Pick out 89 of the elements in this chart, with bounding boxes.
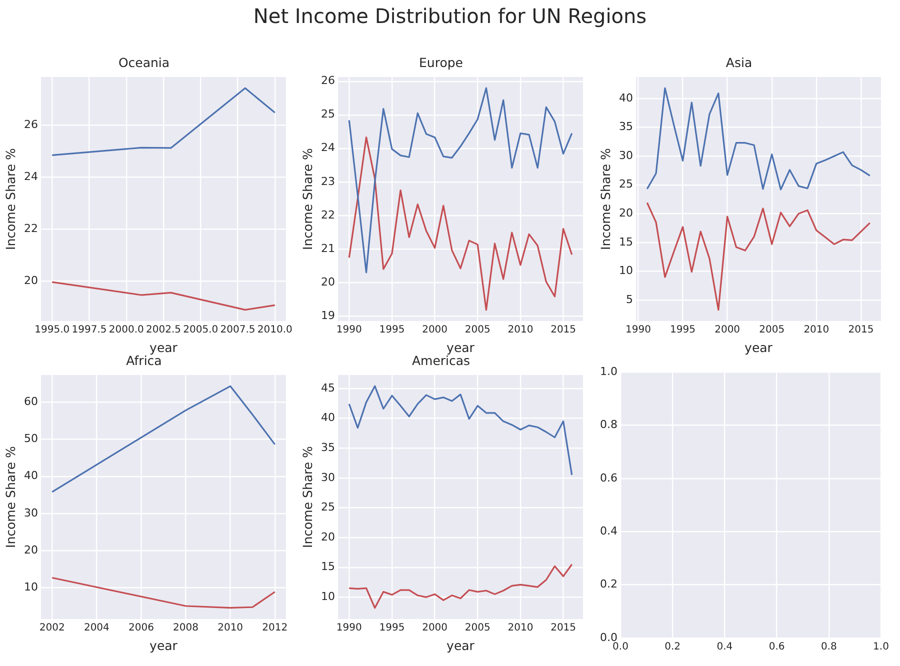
x-tick-label: 2010 [508, 324, 534, 336]
y-tick-label: 30 [320, 470, 335, 484]
x-tick-label: 2010 [804, 324, 830, 336]
y-tick-label: 20 [24, 274, 38, 288]
x-tick-label: 2015 [550, 324, 576, 336]
x-tick-label: 1995 [379, 324, 405, 336]
x-tick-label: 2002 [39, 622, 65, 634]
y-tick-label: 40 [618, 91, 633, 104]
y-axis-title: Income Share % [598, 148, 613, 250]
x-axis-title: year [744, 340, 774, 355]
x-tick-label: 2000 [422, 622, 448, 634]
y-tick-label: 50 [24, 432, 38, 446]
y-tick-label: 5 [626, 292, 633, 306]
x-tick-label: 0.2 [664, 642, 681, 653]
x-tick-label: 1990 [626, 324, 651, 336]
y-tick-label: 0.2 [600, 578, 618, 591]
y-axis-title: Income Share % [2, 446, 18, 548]
y-tick-label: 40 [320, 411, 335, 424]
x-tick-label: 2010.0 [257, 324, 292, 336]
y-tick-label: 22 [320, 208, 335, 222]
y-tick-label: 15 [618, 235, 633, 248]
x-tick-label: 2000.0 [108, 324, 144, 336]
y-tick-label: 19 [320, 308, 335, 322]
x-tick-label: 2000 [422, 324, 448, 336]
x-tick-label: 2015 [848, 324, 874, 336]
y-tick-label: 20 [24, 544, 38, 557]
y-tick-label: 10 [24, 580, 38, 594]
y-tick-label: 22 [24, 222, 38, 236]
chart-title: Oceania [118, 54, 170, 70]
y-tick-label: 30 [618, 148, 633, 162]
y-tick-label: 21 [320, 242, 335, 255]
y-tick-label: 23 [320, 174, 335, 188]
y-tick-label: 20 [320, 275, 335, 288]
y-tick-label: 35 [320, 440, 335, 454]
y-tick-label: 20 [320, 530, 335, 544]
x-tick-label: 0.6 [768, 642, 785, 653]
y-tick-label: 25 [320, 500, 335, 514]
y-tick-label: 25 [618, 178, 633, 191]
x-tick-label: 2005 [464, 622, 490, 634]
x-tick-label: 2005 [464, 324, 490, 336]
x-tick-label: 2015 [550, 622, 576, 634]
y-tick-label: 15 [320, 560, 335, 574]
x-tick-label: 2005.0 [183, 324, 218, 336]
y-tick-label: 60 [24, 394, 38, 408]
y-tick-label: 25 [320, 108, 335, 121]
x-tick-label: 1990 [336, 324, 362, 336]
x-tick-label: 1.0 [873, 642, 889, 653]
x-axis-title: year [150, 638, 178, 653]
x-axis-title: year [446, 340, 476, 355]
y-tick-label: 10 [320, 590, 335, 604]
y-tick-label: 40 [24, 469, 38, 482]
x-tick-label: 2004 [84, 622, 110, 634]
y-tick-label: 26 [24, 118, 38, 132]
y-tick-label: 0.8 [600, 418, 618, 432]
x-tick-label: 1995.0 [34, 324, 70, 336]
x-tick-label: 1990 [336, 622, 362, 634]
y-tick-label: 45 [320, 381, 335, 394]
y-tick-label: 20 [618, 206, 633, 220]
x-tick-label: 2006 [128, 622, 154, 634]
x-tick-label: 0.4 [716, 642, 733, 653]
y-tick-label: 0.4 [600, 524, 618, 538]
y-tick-label: 24 [320, 141, 335, 154]
y-tick-label: 24 [24, 170, 38, 184]
x-tick-label: 2005 [759, 324, 785, 336]
y-tick-label: 10 [618, 264, 633, 278]
x-tick-label: 1995 [379, 622, 405, 634]
x-tick-label: 2002.5 [146, 324, 181, 336]
y-tick-label: 30 [24, 506, 38, 520]
chart-title: Asia [726, 54, 752, 70]
y-axis-title: Income Share % [2, 148, 18, 250]
x-tick-label: 2012 [262, 622, 288, 634]
y-tick-label: 1.0 [600, 364, 618, 378]
x-tick-label: 1995 [670, 324, 696, 336]
chart-title: Europe [419, 54, 464, 70]
x-tick-label: 2010 [218, 622, 244, 634]
x-tick-label: 2007.5 [220, 324, 256, 336]
x-axis-title: year [446, 638, 476, 653]
x-tick-label: 2008 [173, 622, 198, 634]
text: Net Income Distribution for UN Regions [252, 4, 648, 28]
x-tick-label: 1997.5 [72, 324, 107, 336]
y-tick-label: 35 [618, 120, 633, 134]
x-tick-label: 2000 [714, 324, 740, 336]
x-tick-label: 0.8 [820, 642, 837, 653]
y-tick-label: 0.6 [600, 471, 618, 484]
x-tick-label: 2010 [508, 622, 534, 634]
y-axis-title: Income Share % [300, 446, 315, 548]
y-axis-title: Income Share % [300, 148, 315, 250]
x-axis-title: year [150, 340, 178, 355]
y-tick-label: 26 [320, 74, 335, 88]
